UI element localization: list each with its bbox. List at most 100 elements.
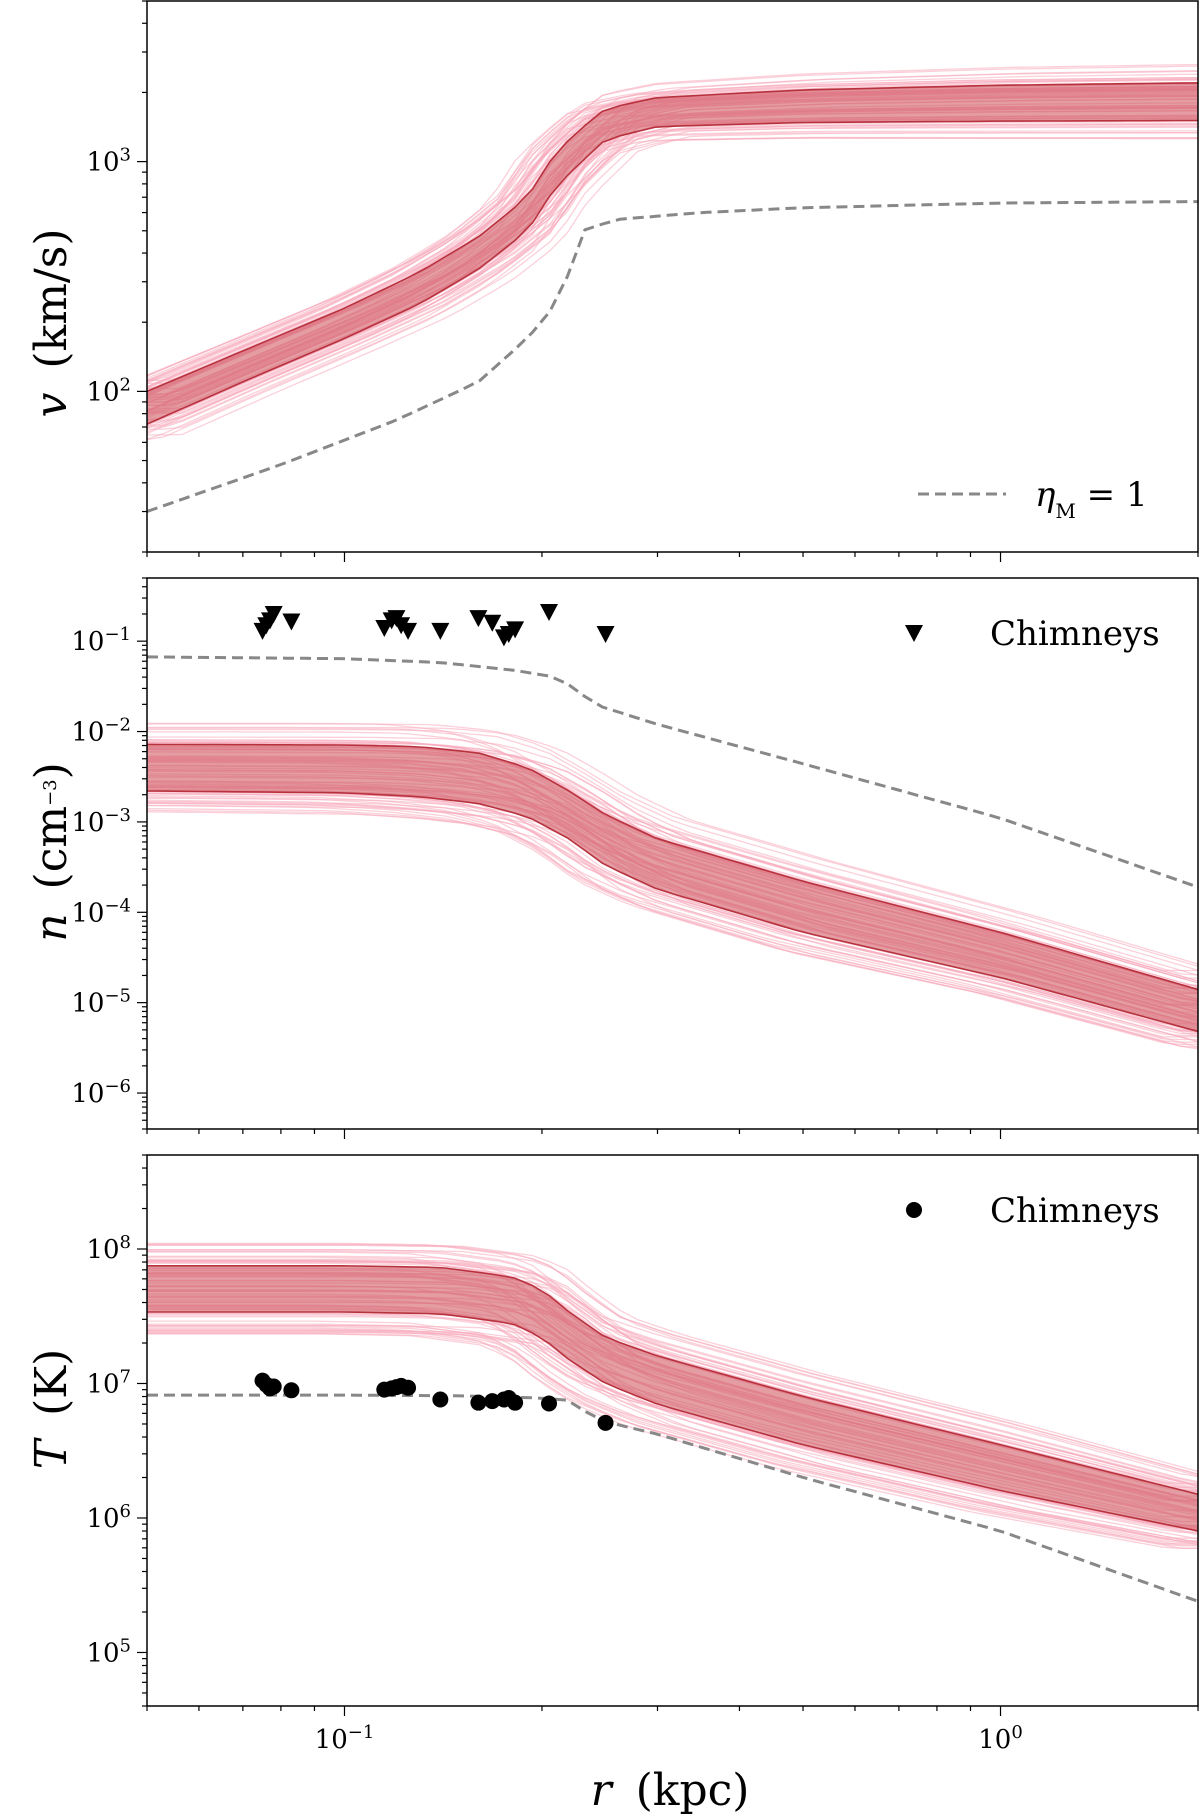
sample-line — [147, 119, 1198, 425]
sample-line — [147, 807, 1198, 1048]
chimney-marker — [597, 1414, 614, 1431]
ylabel-velocity: v (km/s) — [26, 229, 77, 418]
band-upper-edge — [147, 82, 1198, 393]
sample-line — [147, 123, 1198, 428]
plot-area — [147, 655, 1198, 1050]
chimney-marker — [540, 604, 559, 622]
sample-line — [147, 726, 1198, 965]
sample-line — [147, 1243, 1198, 1475]
sample-line — [147, 1329, 1198, 1544]
sample-line — [147, 1324, 1198, 1543]
sample-line — [147, 1328, 1198, 1546]
y-tick-label: 102 — [86, 374, 131, 408]
plot-area — [147, 1242, 1198, 1603]
sample-line — [147, 740, 1198, 988]
chimney-marker — [283, 1382, 300, 1399]
sample-line — [147, 104, 1198, 412]
sample-line — [147, 121, 1198, 426]
sample-line — [147, 727, 1198, 976]
sample-line — [147, 796, 1198, 1038]
sample-line — [147, 804, 1198, 1045]
sample-line — [147, 736, 1198, 976]
y-tick-label: 105 — [86, 1635, 131, 1669]
chimney-marker — [265, 1378, 282, 1395]
y-tick-label: 10−1 — [71, 624, 131, 658]
eta-m-line — [147, 1393, 1198, 1603]
chimney-marker — [264, 605, 283, 623]
x-tick-label: 10−1 — [315, 1722, 375, 1756]
legend-label: Chimneys — [990, 614, 1160, 654]
sample-line — [147, 1325, 1198, 1544]
confidence-band — [147, 744, 1198, 1032]
panel-density: 10−1 10−2 10−3 10−4 10−5 10−6 Chimneys — [71, 577, 1199, 1139]
y-tick-label: 103 — [86, 144, 131, 178]
legend: Chimneys — [905, 614, 1160, 654]
sample-line — [147, 104, 1198, 412]
sample-line — [147, 741, 1198, 984]
legend: ηM = 1 — [918, 475, 1148, 523]
sample-line — [147, 130, 1198, 433]
chimney-marker — [470, 1394, 487, 1411]
sample-line — [147, 1258, 1198, 1487]
axes-frame — [146, 1154, 1199, 1707]
chimney-marker — [431, 622, 450, 640]
sample-line — [147, 1327, 1198, 1545]
sample-line — [147, 1242, 1198, 1478]
sample-line — [147, 132, 1198, 436]
eta-m-line — [147, 655, 1198, 889]
chimney-marker — [282, 613, 301, 631]
chimney-marker — [541, 1395, 558, 1412]
band-lower-edge — [147, 119, 1198, 425]
band-lower-edge — [147, 1311, 1198, 1532]
y-tick-label: 10−6 — [71, 1076, 131, 1110]
y-tick-label: 10−4 — [71, 895, 131, 929]
eta-m-line — [147, 200, 1198, 513]
chimney-marker — [506, 621, 525, 639]
chimney-marker — [483, 614, 502, 632]
xlabel: r (kpc) — [591, 1765, 750, 1816]
sample-line — [147, 801, 1198, 1043]
sample-line — [147, 126, 1198, 425]
sample-line — [147, 122, 1198, 428]
band-upper-edge — [147, 743, 1198, 991]
sample-line — [147, 114, 1198, 421]
sample-line — [147, 110, 1198, 417]
sample-line — [147, 802, 1198, 1043]
band-lower-edge — [147, 790, 1198, 1033]
sample-line — [147, 1250, 1198, 1484]
sample-line — [147, 107, 1198, 412]
chimney-marker — [400, 1379, 417, 1396]
sample-line — [147, 136, 1198, 440]
sample-line — [147, 799, 1198, 1041]
sample-line — [147, 1332, 1198, 1549]
axes-frame — [146, 0, 1199, 553]
chimney-marker — [484, 1393, 501, 1410]
panel-velocity: 102 103 ηM = 1 — [86, 0, 1199, 562]
sample-line — [147, 125, 1198, 430]
sample-line — [147, 63, 1198, 376]
ylabel-temperature: T (K) — [26, 1349, 77, 1470]
confidence-band — [147, 1265, 1198, 1531]
ylabel-density: n (cm−3) — [26, 762, 77, 942]
chimney-marker — [596, 626, 615, 644]
legend-label: ηM = 1 — [1035, 475, 1148, 523]
band-upper-edge — [147, 1265, 1198, 1496]
sample-line — [147, 1323, 1198, 1542]
sample-line — [147, 107, 1198, 412]
chimney-marker — [507, 1394, 524, 1411]
plot-area — [147, 63, 1198, 513]
chimney-marker — [432, 1391, 449, 1408]
sample-line — [147, 795, 1198, 1037]
sample-line — [147, 117, 1198, 415]
sample-line — [147, 70, 1198, 382]
sample-line — [147, 137, 1198, 435]
y-tick-label: 10−3 — [71, 804, 131, 838]
sample-line — [147, 1249, 1198, 1477]
y-tick-label: 106 — [86, 1500, 131, 1534]
sample-line — [147, 1251, 1198, 1484]
confidence-band — [147, 82, 1198, 425]
sample-line — [147, 117, 1198, 423]
chimney-marker — [399, 622, 418, 640]
legend: Chimneys — [906, 1191, 1160, 1231]
